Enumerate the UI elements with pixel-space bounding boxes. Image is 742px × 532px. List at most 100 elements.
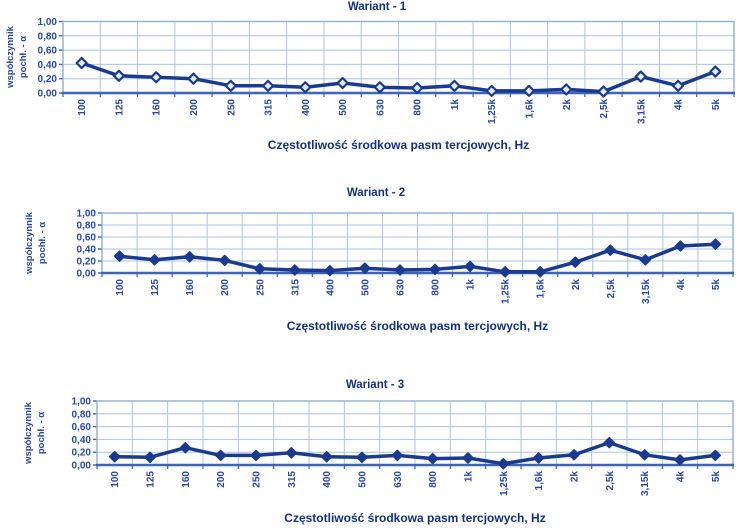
x-axis-caption: Częstotliwość środkowa pasm tercjowych, …	[284, 511, 546, 525]
x-tick-label: 160	[185, 279, 196, 296]
data-point-marker	[250, 449, 262, 462]
x-tick-label: 3,15k	[640, 471, 651, 496]
data-point-marker	[391, 449, 404, 462]
x-tick-label: 200	[216, 471, 227, 488]
x-tick-label: 500	[338, 99, 349, 116]
x-tick-label: 200	[189, 99, 200, 116]
data-point-marker	[499, 266, 511, 278]
data-point-marker	[709, 65, 722, 78]
data-point-marker	[603, 436, 616, 449]
x-tick-label: 500	[358, 471, 369, 488]
x-tick-label: 4k	[676, 471, 687, 483]
x-tick-label: 1,25k	[487, 99, 498, 124]
data-point-marker	[336, 76, 349, 90]
data-point-marker	[522, 84, 536, 97]
data-point-marker	[150, 71, 163, 84]
data-point-marker	[359, 262, 371, 274]
y-axis-title-line1: współczynnik	[23, 402, 34, 464]
y-tick-label: 0,20	[72, 448, 92, 459]
data-point-marker	[411, 81, 424, 95]
x-tick-label: 2,5k	[605, 471, 616, 491]
x-tick-label: 125	[114, 99, 125, 116]
x-tick-label: 1,6k	[534, 471, 545, 491]
chart-title: Wariant - 3	[345, 379, 405, 391]
x-tick-label: 100	[110, 471, 121, 488]
x-tick-label: 630	[396, 279, 407, 296]
data-point-marker	[320, 450, 333, 463]
data-point-marker	[112, 69, 126, 82]
data-point-marker	[187, 72, 200, 85]
y-axis-title-line1: współczynnik	[5, 26, 16, 88]
data-point-marker	[224, 79, 237, 92]
data-point-marker	[639, 254, 652, 266]
x-tick-label: 5k	[711, 99, 722, 111]
data-series-line	[117, 242, 718, 274]
data-point-marker	[324, 264, 336, 277]
x-tick-label: 1,6k	[525, 99, 536, 119]
y-axis-title-line2: pochł. - α	[37, 221, 48, 265]
chart-title: Wariant - 2	[346, 187, 406, 199]
data-point-marker	[560, 83, 573, 96]
x-tick-label: 315	[264, 99, 275, 116]
data-point-marker	[394, 264, 406, 276]
x-tick-label: 200	[220, 279, 231, 296]
y-tick-label: 1,00	[38, 17, 58, 28]
x-tick-label: 500	[360, 279, 371, 296]
data-point-marker	[638, 449, 651, 461]
data-point-marker	[285, 447, 298, 459]
plot-group-wariant-1: 1,00 0,80 0,60 0,40 0,20 0,00 100 125 160 200 250 3…	[38, 17, 735, 124]
y-axis-title-line2: pochł. - α	[36, 411, 47, 455]
x-tick-label: 1k	[466, 279, 477, 291]
y-tick-label: 0,60	[72, 422, 92, 433]
x-tick-label: 1,25k	[499, 471, 510, 496]
data-series-line	[79, 61, 718, 94]
data-point-marker	[534, 266, 546, 278]
data-point-marker	[464, 260, 476, 273]
y-tick-label: 0,00	[72, 461, 92, 472]
data-point-marker	[497, 457, 510, 470]
y-tick-label: 1,00	[72, 397, 92, 408]
x-tick-label: 1k	[450, 99, 461, 111]
y-tick-label: 0,00	[77, 269, 97, 280]
x-tick-label: 100	[77, 99, 88, 116]
y-tick-label: 0,40	[72, 435, 92, 446]
y-tick-label: 0,40	[77, 245, 97, 256]
data-point-marker	[674, 240, 687, 252]
x-tick-label: 1,6k	[536, 279, 547, 299]
data-point-marker	[485, 84, 498, 97]
y-tick-label: 0,20	[38, 74, 58, 85]
y-axis-title-line1: współczynnik	[24, 212, 35, 274]
plot-group-wariant-3: 1,000,80 0,60 0,40 0,20 0,00 100 125 160 200 250 3…	[72, 397, 734, 496]
x-tick-label: 5k	[711, 471, 722, 483]
y-tick-label: 0,60	[38, 46, 58, 57]
data-point-marker	[462, 452, 474, 464]
x-tick-label: 100	[115, 279, 126, 296]
x-tick-label: 3,15k	[636, 99, 647, 124]
data-point-marker	[532, 452, 545, 464]
data-point-marker	[299, 81, 312, 94]
x-tick-label: 4k	[674, 99, 685, 111]
y-tick-label: 0,80	[77, 221, 97, 232]
x-tick-label: 630	[375, 99, 386, 116]
data-point-marker	[179, 441, 192, 454]
data-point-marker	[144, 451, 156, 464]
data-point-marker	[148, 254, 161, 266]
data-point-marker	[356, 451, 368, 464]
data-point-marker	[218, 254, 231, 267]
data-point-marker	[709, 238, 722, 250]
y-tick-label: 0,80	[72, 409, 92, 420]
x-tick-label: 3,15k	[641, 279, 652, 304]
chart-title: Wariant - 1	[347, 1, 407, 13]
x-tick-label: 4k	[676, 279, 687, 291]
x-tick-label: 250	[255, 279, 266, 296]
x-tick-label: 2k	[570, 471, 581, 483]
data-point-marker	[709, 449, 722, 462]
x-tick-label: 400	[325, 279, 336, 296]
x-tick-label: 400	[301, 99, 312, 116]
x-tick-label: 315	[290, 279, 301, 296]
data-point-marker	[426, 452, 439, 465]
x-tick-label: 400	[322, 471, 333, 488]
data-point-marker	[568, 449, 580, 461]
x-tick-label: 5k	[711, 279, 722, 291]
